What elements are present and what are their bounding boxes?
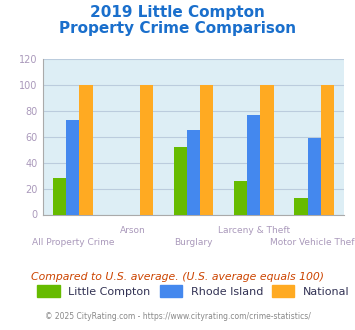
Bar <box>321 85 334 214</box>
Bar <box>307 138 321 214</box>
Bar <box>80 85 93 214</box>
Bar <box>140 85 153 214</box>
Legend: Little Compton, Rhode Island, National: Little Compton, Rhode Island, National <box>37 285 350 297</box>
Bar <box>174 147 187 214</box>
Bar <box>261 85 274 214</box>
Bar <box>66 120 80 214</box>
Bar <box>53 178 66 214</box>
Text: Property Crime Comparison: Property Crime Comparison <box>59 21 296 36</box>
Bar <box>200 85 213 214</box>
Bar <box>234 181 247 214</box>
Text: Motor Vehicle Theft: Motor Vehicle Theft <box>270 238 355 247</box>
Text: Burglary: Burglary <box>174 238 213 247</box>
Text: Arson: Arson <box>120 226 146 235</box>
Text: All Property Crime: All Property Crime <box>32 238 114 247</box>
Bar <box>187 130 200 214</box>
Text: © 2025 CityRating.com - https://www.cityrating.com/crime-statistics/: © 2025 CityRating.com - https://www.city… <box>45 312 310 321</box>
Text: Compared to U.S. average. (U.S. average equals 100): Compared to U.S. average. (U.S. average … <box>31 272 324 282</box>
Bar <box>294 198 307 214</box>
Bar <box>247 115 261 214</box>
Text: Larceny & Theft: Larceny & Theft <box>218 226 290 235</box>
Text: 2019 Little Compton: 2019 Little Compton <box>90 5 265 20</box>
